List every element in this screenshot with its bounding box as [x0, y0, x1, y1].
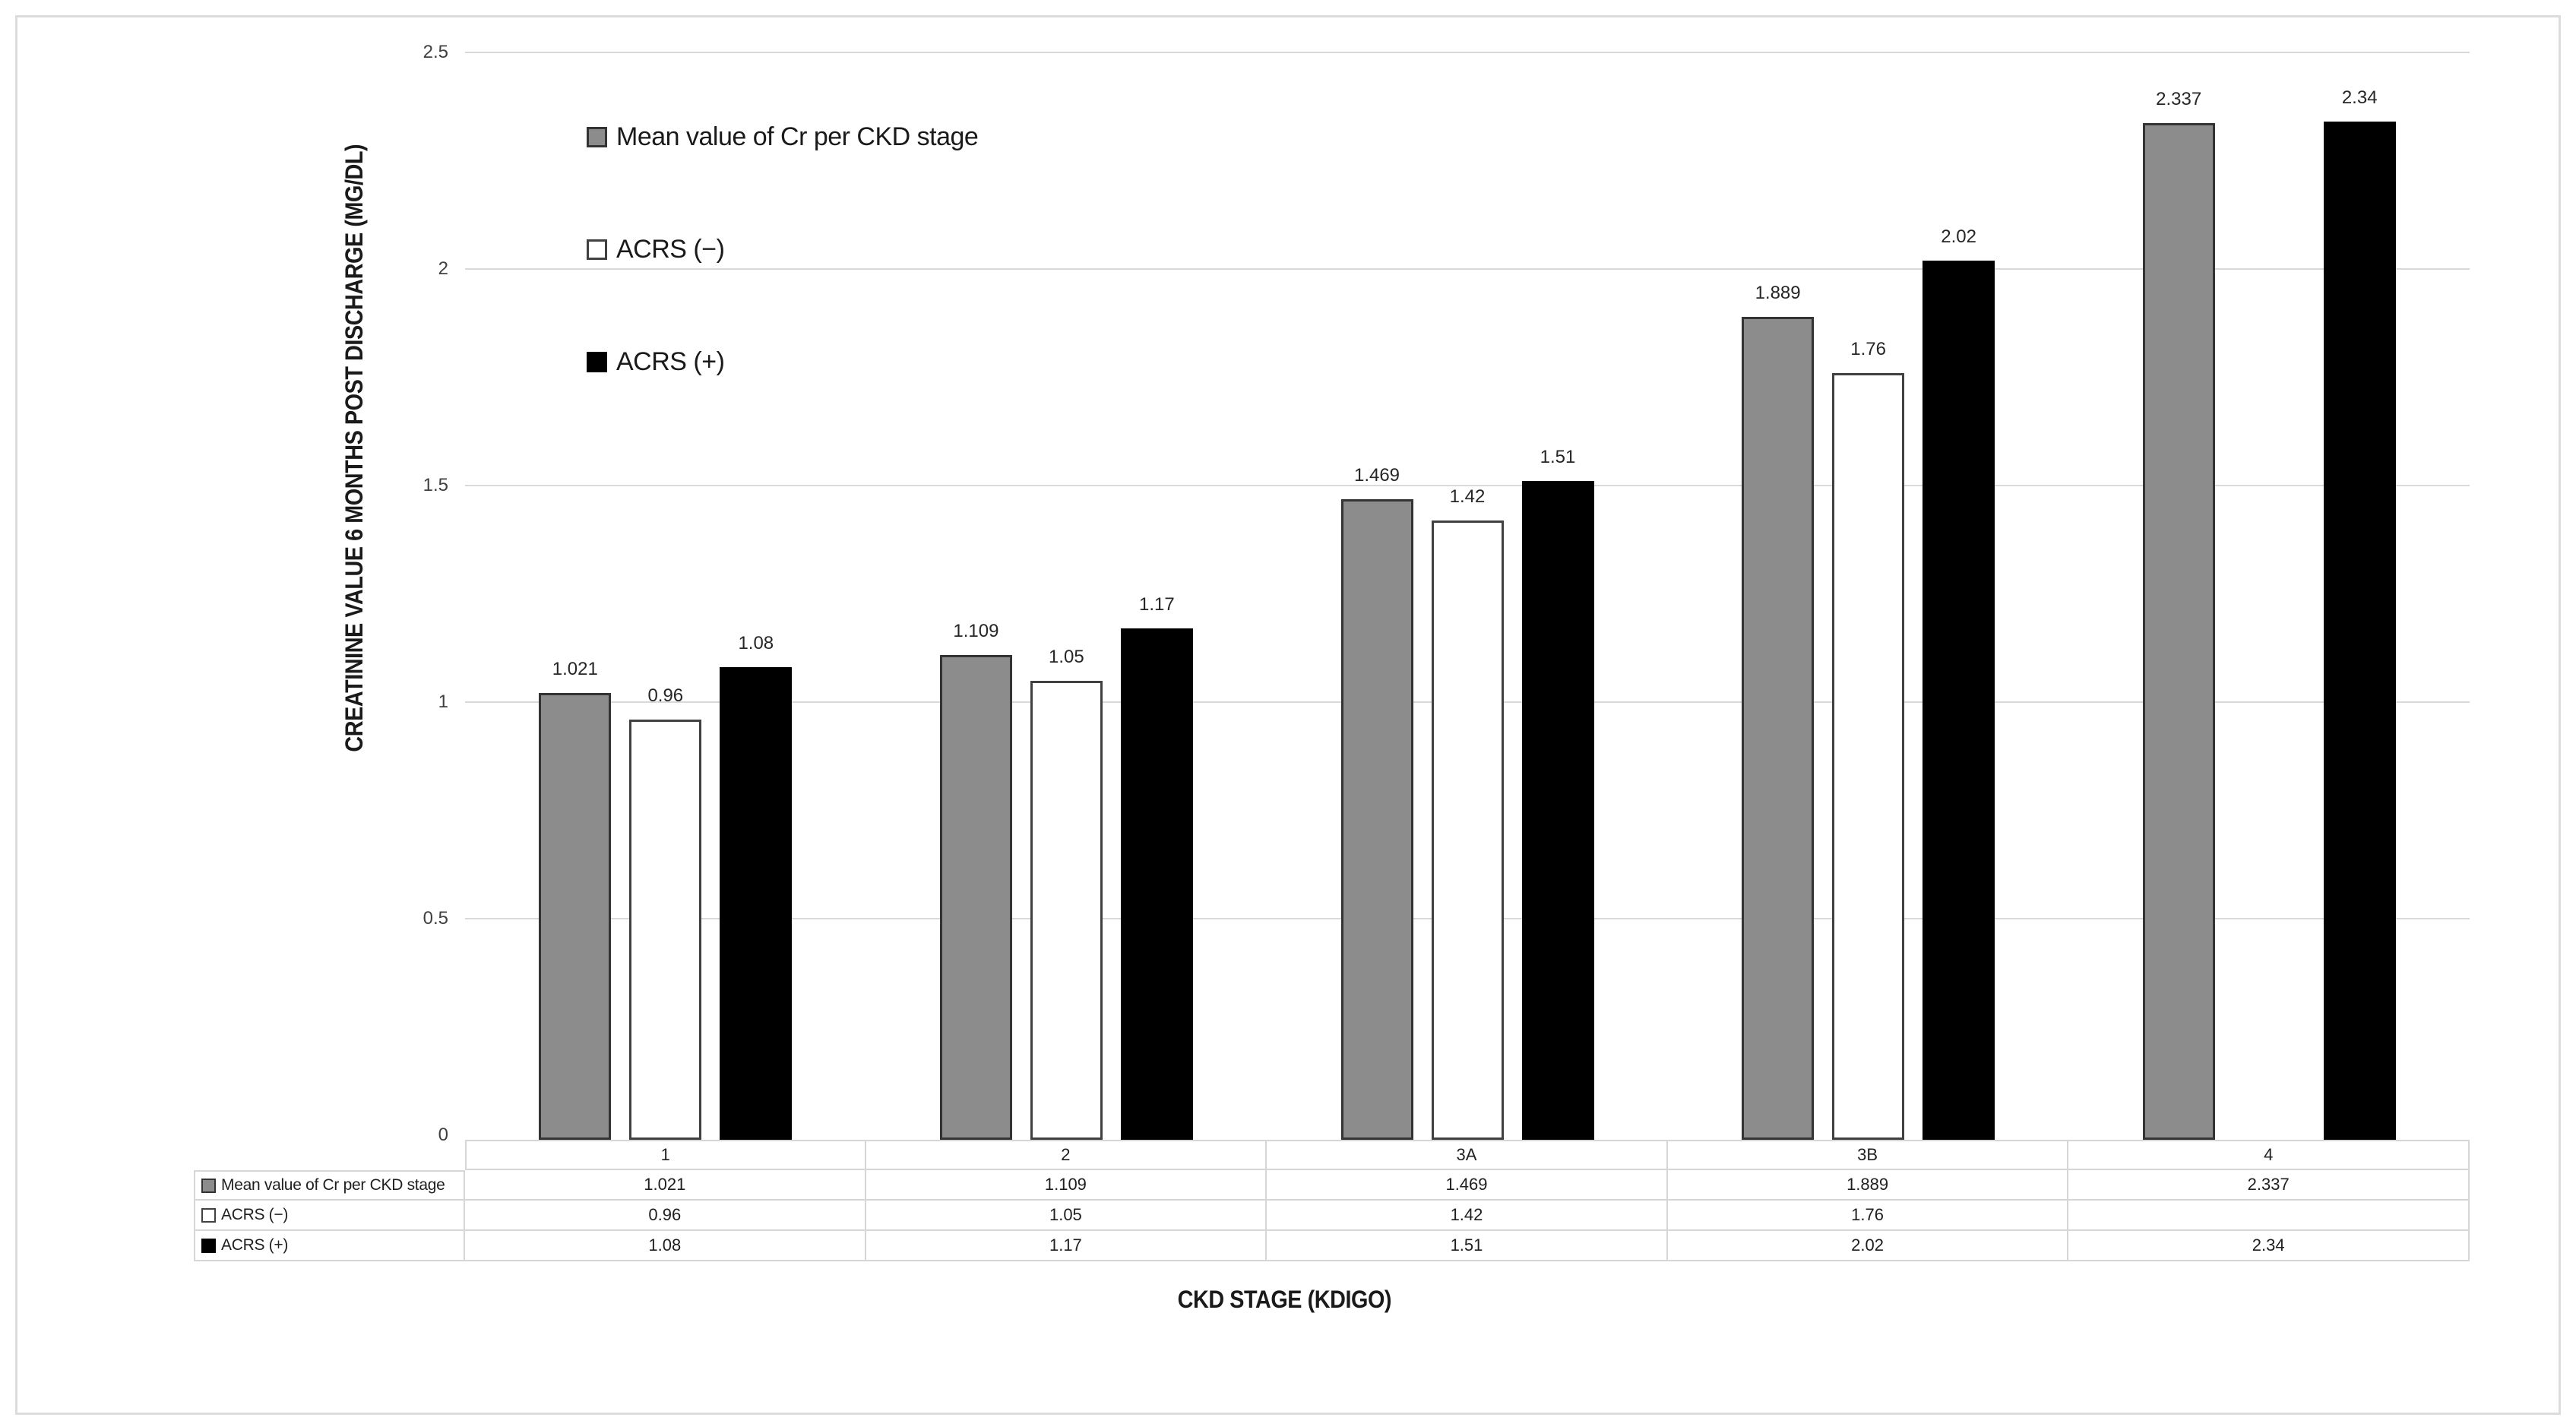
table-cell-r0-c4: 2.337: [2068, 1170, 2470, 1201]
table-category-1-text: 1: [660, 1145, 670, 1164]
y-axis-title: CREATININE VALUE 6 MONTHS POST DISCHARGE…: [340, 68, 374, 828]
x-axis-title: CKD STAGE (KDIGO): [904, 1286, 1664, 1316]
table-category-2: 2: [866, 1140, 1267, 1170]
table-cell-r2-c3: 2.02: [1667, 1231, 2069, 1261]
bar-mean-value-of-cr-per-ckd-stage-stage-4: [2142, 122, 2215, 1140]
bar-mean-value-of-cr-per-ckd-stage-stage-2: [939, 654, 1012, 1140]
bar-acrs--stage-1: [629, 719, 702, 1140]
table-cell-r1-c1: 1.05: [866, 1201, 1267, 1231]
table-key-swatch-icon: [201, 1178, 216, 1193]
table-category-3b-text: 3B: [1857, 1145, 1878, 1164]
bar-value-label: 1.109: [953, 620, 999, 641]
y-tick-label-0: 0: [438, 1125, 448, 1145]
table-cell-r0-c3-text: 1.889: [1847, 1175, 1889, 1194]
table-cell-r1-c1-text: 1.05: [1049, 1205, 1082, 1224]
table-cell-r0-c2-text: 1.469: [1445, 1175, 1488, 1194]
table-cell-r1-c3: 1.76: [1667, 1201, 2069, 1231]
y-axis-title-text: CREATININE VALUE 6 MONTHS POST DISCHARGE…: [340, 144, 368, 752]
table-cell-r1-c0-text: 0.96: [648, 1205, 682, 1224]
table-row-header-1: ACRS (−): [194, 1201, 465, 1231]
y-tick-label-2.5: 2.5: [422, 42, 448, 62]
y-tick-label-1.5: 1.5: [422, 475, 448, 495]
table-cell-r2-c2: 1.51: [1267, 1231, 1668, 1261]
x-axis-title-text: CKD STAGE (KDIGO): [1177, 1286, 1391, 1313]
table-category-4-text: 4: [2264, 1145, 2274, 1164]
y-tick-label-0.5: 0.5: [422, 908, 448, 929]
table-cell-r0-c0: 1.021: [465, 1170, 866, 1201]
table-category-3a-text: 3A: [1456, 1145, 1477, 1164]
legend-swatch-mean-icon: [587, 126, 607, 147]
bar-value-label: 2.337: [2156, 88, 2202, 109]
table-cell-r1-c0: 0.96: [465, 1201, 866, 1231]
table-cell-r2-c4: 2.34: [2068, 1231, 2470, 1261]
gridline-y-2.5: [465, 52, 2470, 53]
bar-value-label: 1.889: [1755, 283, 1801, 304]
y-tick-label-2: 2: [438, 258, 448, 279]
table-cell-r0-c1-text: 1.109: [1044, 1175, 1087, 1194]
table-cell-r1-c4: [2068, 1201, 2470, 1231]
bar-acrs--stage-4: [2323, 122, 2396, 1140]
bar-value-label: 1.021: [552, 659, 598, 680]
table-category-1: 1: [465, 1140, 866, 1170]
table-cell-r0-c4-text: 2.337: [2247, 1175, 2290, 1194]
bar-acrs--stage-1: [720, 667, 793, 1140]
table-category-3b: 3B: [1667, 1140, 2069, 1170]
table-key-swatch-icon: [201, 1238, 216, 1253]
gridline-y-2: [465, 268, 2470, 270]
bar-mean-value-of-cr-per-ckd-stage-stage-3b: [1742, 317, 1815, 1140]
table-key-swatch-icon: [201, 1207, 216, 1223]
legend-swatch-acrs-neg-icon: [587, 239, 607, 260]
legend-item-mean: Mean value of Cr per CKD stage: [587, 120, 979, 153]
table-cell-r0-c0-text: 1.021: [644, 1175, 686, 1194]
table-cell-r1-c2-text: 1.42: [1450, 1205, 1483, 1224]
table-cell-r0-c2: 1.469: [1267, 1170, 1668, 1201]
legend-label-mean: Mean value of Cr per CKD stage: [616, 122, 979, 151]
table-cell-r2-c1: 1.17: [866, 1231, 1267, 1261]
bar-mean-value-of-cr-per-ckd-stage-stage-3a: [1340, 498, 1413, 1140]
table-row-header-0: Mean value of Cr per CKD stage: [194, 1170, 465, 1201]
table-cell-r2-c4-text: 2.34: [2252, 1236, 2285, 1255]
legend-label-acrs-neg: ACRS (−): [616, 234, 725, 264]
table-cell-r1-c3-text: 1.76: [1851, 1205, 1884, 1224]
legend-item-acrs-pos: ACRS (+): [587, 345, 725, 378]
bar-value-label: 1.76: [1850, 338, 1886, 359]
bar-acrs--stage-3b: [1923, 260, 1995, 1140]
bar-acrs--stage-3a: [1431, 520, 1504, 1140]
table-cell-r2-c0: 1.08: [465, 1231, 866, 1261]
table-cell-r2-c1-text: 1.17: [1049, 1236, 1082, 1255]
bar-value-label: 1.469: [1353, 464, 1400, 486]
table-cell-r2-c3-text: 2.02: [1851, 1236, 1884, 1255]
bar-value-label: 1.42: [1449, 486, 1486, 507]
table-cell-r2-c2-text: 1.51: [1450, 1236, 1483, 1255]
legend-item-acrs-neg: ACRS (−): [587, 233, 725, 266]
bar-acrs--stage-2: [1120, 628, 1193, 1140]
legend-label-acrs-pos: ACRS (+): [616, 346, 725, 376]
table-category-4: 4: [2068, 1140, 2470, 1170]
bar-value-label: 2.34: [2341, 87, 2378, 109]
bar-value-label: 1.08: [738, 633, 774, 654]
table-category-2-text: 2: [1061, 1145, 1071, 1164]
bar-value-label: 0.96: [647, 685, 684, 706]
y-tick-label-1: 1: [438, 691, 448, 712]
table-row-header-2-text: ACRS (+): [221, 1236, 289, 1254]
bar-acrs--stage-3b: [1832, 372, 1905, 1140]
bar-acrs--stage-3a: [1521, 481, 1594, 1140]
legend-swatch-acrs-pos-icon: [587, 351, 607, 372]
table-row-header-0-text: Mean value of Cr per CKD stage: [221, 1176, 445, 1194]
table-category-3a: 3A: [1267, 1140, 1668, 1170]
bar-value-label: 2.02: [1941, 226, 1976, 247]
bar-acrs--stage-2: [1030, 680, 1103, 1140]
bar-value-label: 1.05: [1049, 646, 1084, 667]
table-cell-r0-c3: 1.889: [1667, 1170, 2069, 1201]
table-row-header-2: ACRS (+): [194, 1231, 465, 1261]
gridline-y-1.5: [465, 485, 2470, 486]
table-cell-r1-c2: 1.42: [1267, 1201, 1668, 1231]
table-cell-r0-c1: 1.109: [866, 1170, 1267, 1201]
bar-mean-value-of-cr-per-ckd-stage-stage-1: [539, 693, 612, 1140]
table-cell-r2-c0-text: 1.08: [648, 1236, 682, 1255]
table-row-header-1-text: ACRS (−): [221, 1206, 289, 1223]
bar-value-label: 1.51: [1540, 447, 1576, 468]
bar-value-label: 1.17: [1139, 594, 1175, 615]
